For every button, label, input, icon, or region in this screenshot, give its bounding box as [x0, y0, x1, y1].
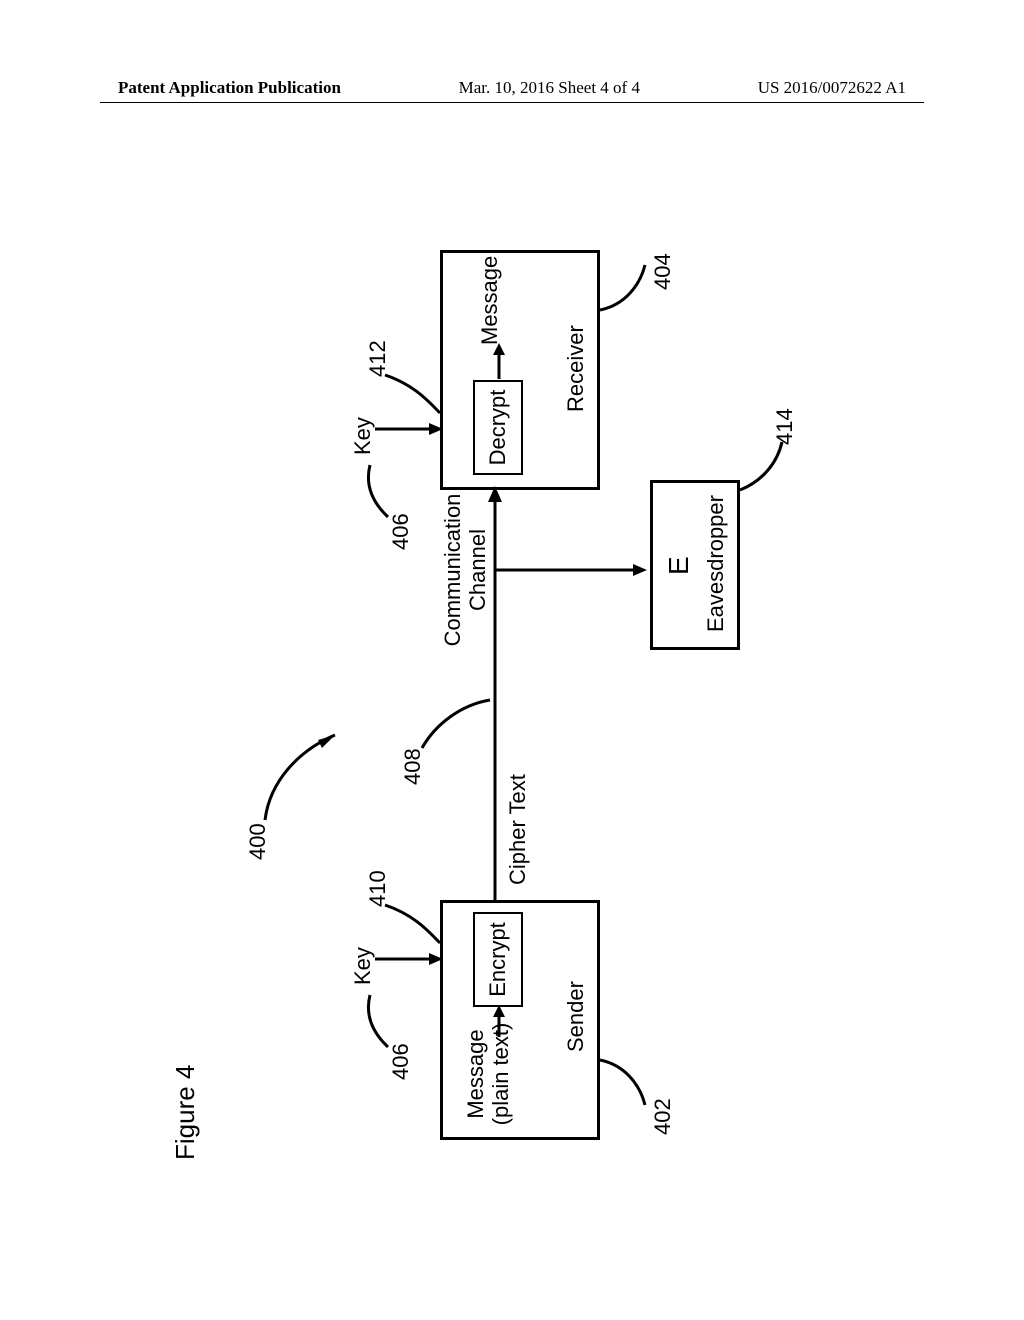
header-center: Mar. 10, 2016 Sheet 4 of 4	[459, 78, 640, 98]
sender-name: Sender	[563, 981, 588, 1052]
encrypt-label: Encrypt	[485, 922, 511, 997]
arrow-decrypt-to-msg	[491, 339, 511, 379]
figure-area: Figure 4 400 Message (plain text) Encryp…	[120, 170, 900, 1230]
arrow-key-right	[375, 417, 445, 437]
receiver-message-label: Message	[477, 256, 502, 345]
sender-box: Message (plain text) Encrypt Sender	[440, 900, 600, 1140]
lead-410	[385, 895, 445, 945]
channel-label-l2: Channel	[465, 529, 490, 611]
channel-label-l1: Communication	[440, 494, 465, 647]
ref-404: 404	[650, 253, 675, 290]
ref-400: 400	[245, 823, 270, 860]
encrypt-box: Encrypt	[473, 912, 523, 1007]
eavesdropper-box: E Eavesdropper	[650, 480, 740, 650]
ref-406-left: 406	[388, 1043, 413, 1080]
lead-402	[600, 1040, 655, 1110]
receiver-box: Decrypt Message Receiver	[440, 250, 600, 490]
header-left: Patent Application Publication	[118, 78, 341, 98]
key-label-right: Key	[350, 417, 375, 455]
diagram-canvas: Figure 4 400 Message (plain text) Encryp…	[160, 230, 860, 1170]
ref-arrow-400	[260, 700, 350, 820]
eavesdropper-name: Eavesdropper	[703, 495, 728, 632]
header-right: US 2016/0072622 A1	[758, 78, 906, 98]
decrypt-label: Decrypt	[485, 390, 511, 466]
ref-414: 414	[772, 408, 797, 445]
arrow-eavesdropper	[495, 558, 650, 578]
ref-402: 402	[650, 1098, 675, 1135]
eavesdropper-letter: E	[663, 556, 695, 575]
decrypt-box: Decrypt	[473, 380, 523, 475]
page: Patent Application Publication Mar. 10, …	[0, 0, 1024, 1320]
ref-408: 408	[400, 748, 425, 785]
ref-406-right: 406	[388, 513, 413, 550]
lead-406-right	[360, 460, 395, 520]
channel-label: Communication Channel	[440, 485, 491, 655]
ref-410: 410	[365, 870, 390, 907]
ref-412: 412	[365, 340, 390, 377]
lead-412	[385, 365, 445, 415]
header-rule	[100, 102, 924, 103]
arrow-key-left	[375, 947, 445, 967]
lead-408	[420, 685, 495, 750]
arrow-msg-to-encrypt	[491, 1002, 511, 1037]
lead-404	[600, 250, 655, 320]
figure-title: Figure 4	[170, 1065, 201, 1160]
key-label-left: Key	[350, 947, 375, 985]
cipher-text-label: Cipher Text	[505, 774, 530, 885]
lead-406-left	[360, 990, 395, 1050]
receiver-name: Receiver	[563, 325, 588, 412]
page-header: Patent Application Publication Mar. 10, …	[0, 78, 1024, 98]
